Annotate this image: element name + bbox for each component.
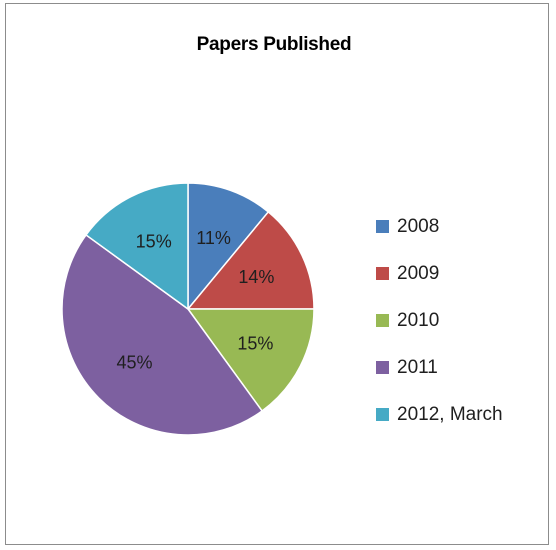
pie-slice-2010 bbox=[186, 308, 315, 412]
chart-title: Papers Published bbox=[196, 34, 352, 55]
legend-item-2008: 2008 bbox=[376, 203, 503, 250]
pie-data-labels: 11% 14% 15% 45% 15% bbox=[116, 228, 274, 373]
legend-swatch bbox=[376, 314, 389, 327]
legend-swatch bbox=[376, 361, 389, 374]
pie-slice-2012-march bbox=[85, 182, 189, 311]
pie-slice-2008 bbox=[187, 182, 270, 312]
legend-item-2011: 2011 bbox=[376, 344, 503, 391]
legend-swatch bbox=[376, 267, 389, 280]
data-label-2008: 11% bbox=[196, 228, 231, 248]
legend-item-2010: 2010 bbox=[376, 297, 503, 344]
data-label-2010: 15% bbox=[237, 333, 273, 353]
pie-slice-2011 bbox=[61, 233, 264, 436]
pie-slices bbox=[61, 182, 315, 436]
legend-label: 2010 bbox=[397, 309, 440, 331]
data-label-2009: 14% bbox=[238, 267, 274, 287]
legend-label: 2012, March bbox=[397, 403, 503, 425]
pie-slice-2009 bbox=[186, 210, 315, 310]
legend-label: 2008 bbox=[397, 215, 440, 237]
legend-item-2009: 2009 bbox=[376, 250, 503, 297]
legend-label: 2011 bbox=[397, 356, 438, 378]
legend-item-2012-march: 2012, March bbox=[376, 391, 503, 438]
chart-legend: 2008 2009 2010 2011 2012, March bbox=[376, 203, 503, 438]
data-label-2012-march: 15% bbox=[136, 232, 172, 252]
legend-label: 2009 bbox=[397, 262, 440, 284]
data-label-2011: 45% bbox=[116, 353, 152, 373]
legend-swatch bbox=[376, 220, 389, 233]
legend-swatch bbox=[376, 408, 389, 421]
